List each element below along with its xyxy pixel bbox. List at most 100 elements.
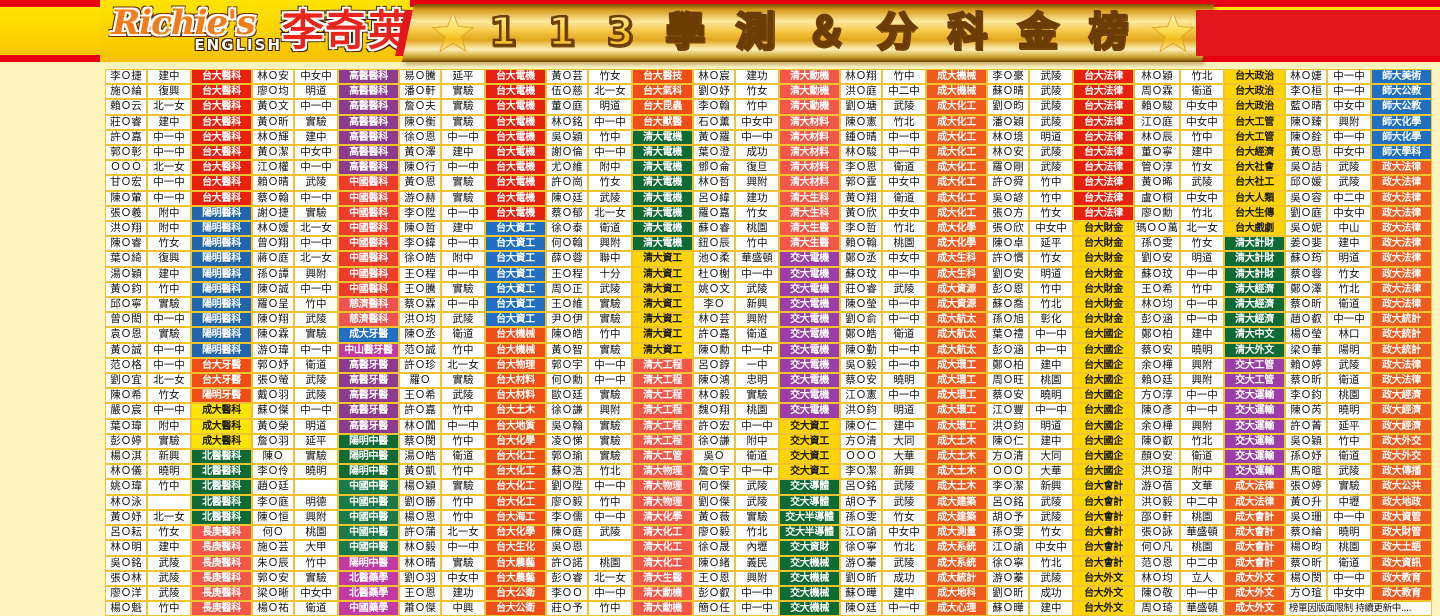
student-school-cell: 中女中 bbox=[882, 175, 926, 191]
student-school-cell: 衛道 bbox=[441, 449, 485, 465]
student-name-cell: 馬Ｏ暄 bbox=[1285, 464, 1327, 480]
student-name-cell: 甘Ｏ宏 bbox=[105, 175, 147, 191]
student-school-cell: 竹北 bbox=[1180, 433, 1224, 450]
student-school-cell: 桃園 bbox=[735, 403, 779, 419]
admitted-department-cell: 清大計財 bbox=[1224, 251, 1285, 267]
student-name-cell: 何Ｏ bbox=[252, 525, 294, 541]
student-name-cell: 陳Ｏ希 bbox=[105, 388, 147, 404]
student-school-cell: 中一中 bbox=[441, 540, 485, 556]
admitted-department-cell: 陽明牙醫 bbox=[191, 388, 252, 404]
student-school-cell: 衛道 bbox=[882, 160, 926, 176]
student-school-cell: 實驗 bbox=[147, 327, 191, 343]
admitted-department-cell: 中國藥學 bbox=[338, 601, 399, 616]
student-name-cell: 朱Ｏ辰 bbox=[252, 555, 294, 571]
student-school-cell: 明道 bbox=[1327, 251, 1371, 267]
student-school-cell: 忠明 bbox=[735, 373, 779, 389]
student-school-cell: 中一中 bbox=[147, 145, 191, 161]
admitted-department-cell: 台大醫科 bbox=[191, 129, 252, 146]
admitted-department-cell: 台大會計 bbox=[1073, 494, 1134, 510]
student-name-cell: 余Ｏ樺 bbox=[1134, 418, 1180, 434]
student-school-cell: 中女中 bbox=[882, 251, 926, 267]
student-school-cell: 武陵 bbox=[441, 388, 485, 404]
student-name-cell: 石Ｏ薰 bbox=[693, 114, 735, 130]
student-name-cell: 洪Ｏ均 bbox=[399, 312, 441, 328]
student-school-cell: 建中 bbox=[147, 266, 191, 282]
admitted-department-cell: 成大牙醫 bbox=[338, 327, 399, 343]
student-name-cell: 林Ｏ穎 bbox=[1134, 69, 1180, 85]
student-school-cell: 中一中 bbox=[882, 601, 926, 616]
student-name-cell: 戴Ｏ羽 bbox=[252, 388, 294, 404]
student-school-cell: 中一中 bbox=[588, 509, 632, 526]
admitted-department-cell: 成大土木 bbox=[926, 464, 987, 480]
admitted-department-cell: 清大生科 bbox=[779, 190, 840, 206]
admitted-department-cell: 交大導體 bbox=[779, 479, 840, 495]
admitted-department-cell: 台大法律 bbox=[1073, 175, 1134, 191]
student-school-cell: 中一中 bbox=[1029, 342, 1073, 358]
student-school-cell: 北一女 bbox=[588, 84, 632, 100]
student-school-cell: 建中 bbox=[1327, 236, 1371, 252]
admitted-department-cell: 台大生傳 bbox=[1224, 205, 1285, 222]
admitted-department-cell: 台大資工 bbox=[485, 297, 546, 313]
student-school-cell: 中一中 bbox=[588, 145, 632, 161]
student-name-cell: 蘇Ｏ曄 bbox=[987, 601, 1029, 616]
student-school-cell: 竹女 bbox=[1029, 525, 1073, 541]
admitted-department-cell: 台大政治 bbox=[1224, 84, 1285, 100]
student-name-cell: 吳Ｏ毅 bbox=[840, 357, 882, 374]
student-name-cell: 劉Ｏ宜 bbox=[105, 373, 147, 389]
student-school-cell: 中一中 bbox=[294, 236, 338, 252]
admitted-department-cell: 師大公教 bbox=[1371, 99, 1432, 115]
admitted-department-cell: 成大航太 bbox=[926, 342, 987, 358]
student-school-cell: 中一中 bbox=[1327, 509, 1371, 526]
student-name-cell: 彭Ｏ睿 bbox=[546, 570, 588, 586]
student-school-cell: 明道 bbox=[294, 84, 338, 100]
student-school-cell: 興附 bbox=[735, 312, 779, 328]
student-name-cell: 劉Ｏ俞 bbox=[840, 312, 882, 328]
student-name-cell: 江Ｏ豐 bbox=[987, 403, 1029, 419]
table-row: 曾Ｏ閎 中一中 陽明醫科 陳Ｏ翔 武陵 慈濟醫科 洪Ｏ均 武陵 台大資工 尹Ｏ伊 實驗 清大資工 林Ｏ芸… bbox=[105, 312, 1432, 328]
admitted-department-cell: 成大化工 bbox=[926, 145, 987, 161]
student-school-cell: 武陵 bbox=[1327, 175, 1371, 191]
admitted-department-cell: 清大電機 bbox=[632, 205, 693, 222]
student-school-cell: 中女中 bbox=[294, 69, 338, 85]
student-name-cell: 張Ｏ欣 bbox=[987, 221, 1029, 237]
admitted-department-cell: 台大法律 bbox=[1073, 84, 1134, 100]
student-school-cell: 實驗 bbox=[441, 114, 485, 130]
student-school-cell: 竹中 bbox=[441, 433, 485, 450]
admitted-department-cell: 中國醫科 bbox=[338, 281, 399, 298]
student-name-cell: 何Ｏ傑 bbox=[693, 479, 735, 495]
student-name-cell: 陳Ｏ銓 bbox=[1285, 129, 1327, 146]
admitted-department-cell: 成大環工 bbox=[926, 357, 987, 374]
admitted-department-cell: 台大財金 bbox=[1073, 266, 1134, 282]
student-name-cell: 陳Ｏ恒 bbox=[252, 509, 294, 526]
admitted-department-cell: 交大機械 bbox=[779, 601, 840, 616]
student-name-cell: 李Ｏ翰 bbox=[693, 99, 735, 115]
admitted-department-cell: 高醫醫科 bbox=[338, 160, 399, 176]
student-name-cell: 葉Ｏ禮 bbox=[987, 327, 1029, 343]
admitted-department-cell: 清大經濟 bbox=[1224, 297, 1285, 313]
student-name-cell: 池Ｏ柔 bbox=[693, 251, 735, 267]
admitted-department-cell: 台大化學 bbox=[485, 525, 546, 541]
admitted-department-cell: 成大會計 bbox=[1224, 540, 1285, 556]
student-school-cell: 衛道 bbox=[735, 449, 779, 465]
student-school-cell: 衛道 bbox=[294, 357, 338, 374]
admitted-department-cell: 清大資工 bbox=[632, 281, 693, 298]
admitted-department-cell: 陽明醫科 bbox=[191, 297, 252, 313]
admitted-department-cell: 清大工管 bbox=[632, 449, 693, 465]
student-school-cell: 建中 bbox=[294, 129, 338, 146]
admitted-department-cell: 交大機械 bbox=[779, 585, 840, 602]
table-row: 許Ｏ嘉 中一中 台大醫科 林Ｏ輝 建中 高醫醫科 徐Ｏ恩 中一中 台大電機 吳Ｏ穎 竹中 清大電機 黃Ｏ… bbox=[105, 129, 1432, 146]
student-school-cell: 實驗 bbox=[588, 449, 632, 465]
student-school-cell: 武陵 bbox=[588, 525, 632, 541]
student-school-cell: 竹北 bbox=[735, 525, 779, 541]
admitted-department-cell: 陽明醫科 bbox=[191, 205, 252, 222]
student-school-cell bbox=[588, 540, 632, 556]
admitted-department-cell: 交大運輸 bbox=[1224, 464, 1285, 480]
student-name-cell: 黃Ｏ榮 bbox=[252, 418, 294, 434]
student-school-cell: 明道 bbox=[588, 99, 632, 115]
admitted-department-cell: 政大統計 bbox=[1371, 327, 1432, 343]
student-name-cell: 楊Ｏ昀 bbox=[1285, 540, 1327, 556]
admitted-department-cell: 清大工程 bbox=[632, 357, 693, 374]
student-name-cell: 趙Ｏ叡 bbox=[1285, 312, 1327, 328]
brand-logo-main-text: Richie's bbox=[112, 3, 256, 43]
student-name-cell: 凌Ｏ悌 bbox=[546, 433, 588, 450]
